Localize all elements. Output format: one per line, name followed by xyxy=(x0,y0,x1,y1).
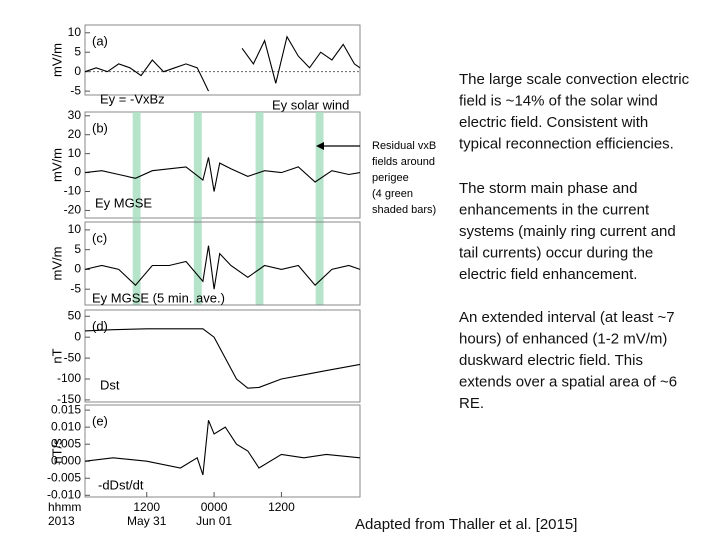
side-note-line: shaded bars) xyxy=(372,204,436,216)
y-tick-label: 10 xyxy=(68,25,82,39)
y-tick-label: -50 xyxy=(64,350,82,364)
y-tick-label: 10 xyxy=(68,146,82,160)
y-axis-label: mV/m xyxy=(49,43,64,77)
panel-label: (d) xyxy=(92,318,108,333)
y-tick-label: 30 xyxy=(68,108,82,122)
panel-label: (e) xyxy=(92,413,108,428)
y-tick-label: 0 xyxy=(74,262,81,276)
x-tick-label: 0000 xyxy=(201,500,228,514)
y-tick-label: 0 xyxy=(74,165,81,179)
x-tick-label: 1200 xyxy=(133,500,160,514)
y-tick-label: 10 xyxy=(68,222,82,236)
data-line xyxy=(84,157,361,192)
x-axis-caption: 2013 xyxy=(48,514,75,528)
panel-annotation: -dDst/dt xyxy=(98,477,144,492)
y-tick-label: 0.000 xyxy=(51,453,81,467)
y-axis-label: nT/s xyxy=(49,438,64,464)
y-tick-label: 0.015 xyxy=(51,402,81,416)
paragraph-line: An extended interval (at least ~7 xyxy=(459,309,675,326)
y-tick-label: -20 xyxy=(64,203,82,217)
paragraph-line: The large scale convection electric xyxy=(459,71,690,88)
panel-annotation: Ey MGSE (5 min. ave.) xyxy=(92,290,225,305)
side-note-line: perigee xyxy=(372,172,409,184)
paragraph-line: The storm main phase and xyxy=(459,180,637,197)
shaded-interval xyxy=(315,112,324,305)
side-note-line: (4 green xyxy=(372,188,413,200)
shaded-interval xyxy=(132,112,141,305)
paragraph-line: typical reconnection efficiencies. xyxy=(459,135,674,152)
y-tick-label: 0.010 xyxy=(51,419,81,433)
panel-annotation: Ey solar wind xyxy=(272,97,349,112)
paragraph-line: extends over a spatial area of ~6 xyxy=(459,373,677,390)
panel-annotation: Ey MGSE xyxy=(95,195,152,210)
paragraph-line: RE. xyxy=(459,395,484,412)
y-axis-label: mV/m xyxy=(49,148,64,182)
paragraph-line: hours) of enhanced (1-2 mV/m) xyxy=(459,330,667,347)
data-line xyxy=(241,35,361,84)
panel-label: (c) xyxy=(92,230,107,245)
y-tick-label: 5 xyxy=(74,242,81,256)
paragraph-line: electric field. Consistent with xyxy=(459,114,648,131)
y-tick-label: -5 xyxy=(70,281,81,295)
y-tick-label: 50 xyxy=(68,308,82,322)
y-tick-label: 0 xyxy=(74,329,81,343)
panel-frame xyxy=(84,404,361,498)
shaded-interval xyxy=(255,112,264,305)
y-tick-label: 0 xyxy=(74,64,81,78)
y-tick-label: -0.010 xyxy=(47,487,81,501)
panel-frame xyxy=(84,221,361,306)
y-tick-label: -100 xyxy=(57,371,81,385)
data-line xyxy=(84,245,361,290)
y-tick-label: 20 xyxy=(68,127,82,141)
paragraph-line: duskward electric field. This xyxy=(459,352,643,369)
notes: Residual vxB fields around perigee (4 green… xyxy=(316,71,690,533)
side-note-line: fields around xyxy=(372,156,435,168)
x-tick-label: 1200 xyxy=(268,500,295,514)
paragraph-line: field is ~14% of the solar wind xyxy=(459,92,658,109)
panel-frame xyxy=(84,24,361,96)
y-tick-label: -10 xyxy=(64,184,82,198)
panel-annotation: Ey = -VxBz xyxy=(100,91,165,106)
paragraph-line: tail currents) occur during the xyxy=(459,244,653,261)
data-line xyxy=(84,420,361,476)
citation: Adapted from Thaller et al. [2015] xyxy=(355,516,577,533)
panel-frame xyxy=(84,309,361,403)
paragraph-line: systems (mainly ring current and xyxy=(459,223,676,240)
y-axis-label: mV/m xyxy=(49,247,64,281)
data-line xyxy=(84,59,209,92)
y-tick-label: -5 xyxy=(70,83,81,97)
paragraph-line: enhancements in the current xyxy=(459,201,650,218)
y-tick-label: -0.005 xyxy=(47,470,81,484)
shaded-interval xyxy=(193,112,202,305)
y-tick-label: -150 xyxy=(57,392,81,406)
panel-annotation: Dst xyxy=(100,377,120,392)
y-axis-label: nT xyxy=(49,348,64,363)
x-axis-caption: hhmm xyxy=(48,500,81,514)
paragraph-line: electric field enhancement. xyxy=(459,266,637,283)
x-date-label: Jun 01 xyxy=(196,514,232,528)
x-date-label: May 31 xyxy=(127,514,167,528)
data-line xyxy=(84,328,361,389)
arrow-head xyxy=(316,142,324,150)
panel-frame xyxy=(84,111,361,219)
y-tick-label: 0.005 xyxy=(51,436,81,450)
panel-label: (b) xyxy=(92,120,108,135)
panel-label: (a) xyxy=(92,33,108,48)
y-tick-label: 5 xyxy=(74,44,81,58)
side-note-line: Residual vxB xyxy=(372,140,436,152)
